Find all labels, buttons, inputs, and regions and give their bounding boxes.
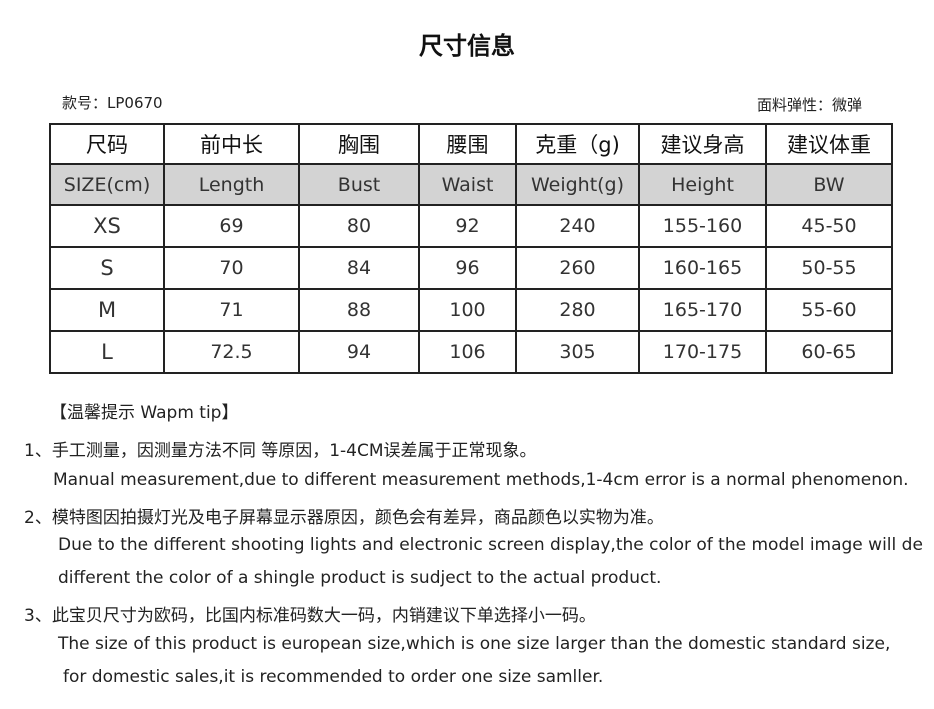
header-cell: SIZE(cm)	[49, 163, 165, 206]
tip-line: 2、模特图因拍摄灯光及电子屏幕显示器原因，颜色会有差异，商品颜色以实物为准。	[24, 508, 664, 528]
tips-heading: 【温馨提示 Wapm tip】	[50, 403, 239, 423]
header-cell: Weight(g)	[515, 163, 640, 206]
size-cell: M	[49, 288, 165, 332]
header-cell: 尺码	[49, 123, 165, 165]
header-cell: BW	[765, 163, 893, 206]
tip-line: The size of this product is european siz…	[58, 634, 891, 654]
table-cell: 94	[298, 330, 420, 374]
table-cell: 69	[163, 204, 300, 248]
table-cell: 305	[515, 330, 640, 374]
table-cell: 45-50	[765, 204, 893, 248]
header-cell: 建议体重	[765, 123, 893, 165]
table-cell: 88	[298, 288, 420, 332]
table-cell: 55-60	[765, 288, 893, 332]
table-cell: 72.5	[163, 330, 300, 374]
size-cell: L	[49, 330, 165, 374]
table-cell: 240	[515, 204, 640, 248]
tip-line: Due to the different shooting lights and…	[58, 535, 923, 555]
tip-line: for domestic sales,it is recommended to …	[63, 667, 604, 687]
tip-line: 3、此宝贝尺寸为欧码，比国内标准码数大一码，内销建议下单选择小一码。	[24, 606, 596, 626]
table-cell: 60-65	[765, 330, 893, 374]
header-cell: Height	[638, 163, 767, 206]
header-cell: Waist	[418, 163, 517, 206]
fabric-elasticity: 面料弹性：微弹	[756, 96, 862, 114]
page-title: 尺寸信息	[419, 32, 515, 60]
header-cell: 胸围	[298, 123, 420, 165]
tip-line: 1、手工测量，因测量方法不同 等原因，1-4CM误差属于正常现象。	[24, 441, 537, 461]
table-cell: 280	[515, 288, 640, 332]
size-table: 尺码 前中长 胸围 腰围 克重（g) 建议身高 建议体重 SIZE(cm) Le…	[49, 123, 893, 374]
header-cell: 建议身高	[638, 123, 767, 165]
header-cell: 腰围	[418, 123, 517, 165]
style-number: 款号：LP0670	[62, 94, 163, 112]
table-cell: 84	[298, 246, 420, 290]
table-row: S 70 84 96 260 160-165 50-55	[49, 246, 893, 290]
table-cell: 106	[418, 330, 517, 374]
table-row: M 71 88 100 280 165-170 55-60	[49, 288, 893, 332]
table-cell: 80	[298, 204, 420, 248]
header-cell: 克重（g)	[515, 123, 640, 165]
table-cell: 170-175	[638, 330, 767, 374]
table-cell: 71	[163, 288, 300, 332]
tip-line: different the color of a shingle product…	[58, 568, 662, 588]
table-cell: 100	[418, 288, 517, 332]
size-cell: XS	[49, 204, 165, 248]
table-cell: 50-55	[765, 246, 893, 290]
table-row: XS 69 80 92 240 155-160 45-50	[49, 204, 893, 248]
table-row: L 72.5 94 106 305 170-175 60-65	[49, 330, 893, 374]
table-cell: 260	[515, 246, 640, 290]
header-cell: Bust	[298, 163, 420, 206]
table-cell: 155-160	[638, 204, 767, 248]
table-cell: 92	[418, 204, 517, 248]
table-cell: 160-165	[638, 246, 767, 290]
header-cell: 前中长	[163, 123, 300, 165]
table-cell: 165-170	[638, 288, 767, 332]
size-cell: S	[49, 246, 165, 290]
tip-line: Manual measurement,due to different meas…	[53, 470, 909, 490]
header-row-chinese: 尺码 前中长 胸围 腰围 克重（g) 建议身高 建议体重	[49, 123, 893, 165]
table-cell: 70	[163, 246, 300, 290]
header-cell: Length	[163, 163, 300, 206]
table-cell: 96	[418, 246, 517, 290]
header-row-english: SIZE(cm) Length Bust Waist Weight(g) Hei…	[49, 163, 893, 206]
